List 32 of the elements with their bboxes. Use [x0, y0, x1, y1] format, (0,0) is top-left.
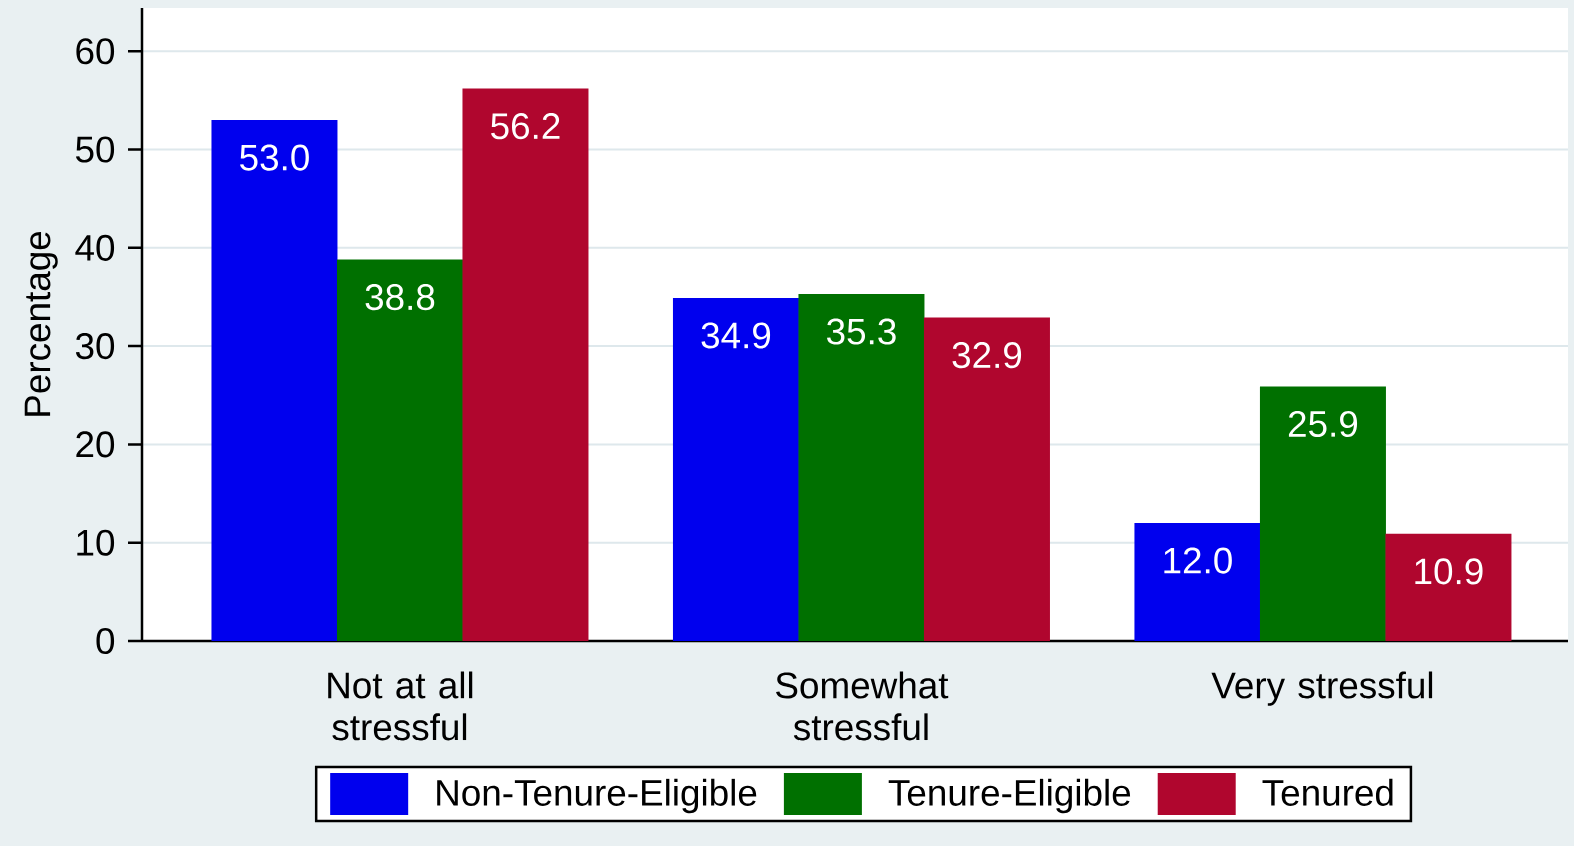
data-label: 32.9: [952, 342, 1022, 369]
legend-label: Non-Tenure-Eligible: [437, 778, 757, 814]
y-tick-label: 60: [76, 38, 115, 65]
x-tick-label: Somewhat stressful: [776, 671, 949, 741]
y-tick-label: 10: [77, 529, 115, 556]
data-label: 10.9: [1415, 558, 1483, 585]
bar: [1385, 533, 1512, 641]
bar: [1134, 523, 1261, 641]
x-tick-label: Not at all stressful: [328, 671, 473, 741]
bar: [923, 317, 1050, 641]
bar: [336, 259, 463, 641]
y-tick-label: 20: [76, 431, 115, 458]
bar: [672, 297, 799, 641]
y-tick-label: 0: [96, 627, 115, 655]
data-label: 35.3: [826, 318, 896, 345]
legend-label: Tenure-Eligible: [888, 778, 1131, 814]
data-label: 38.8: [365, 284, 435, 311]
data-label: 25.9: [1288, 410, 1358, 437]
data-label: 53.0: [240, 144, 309, 171]
bar: [211, 120, 338, 641]
y-tick-label: 50: [75, 136, 115, 163]
data-label: 56.2: [491, 113, 560, 140]
y-axis-title: Percentage: [24, 231, 58, 416]
legend-label: Tenured: [1262, 778, 1393, 806]
x-tick-label: Very stressful: [1211, 671, 1433, 706]
bar: [462, 88, 589, 641]
data-label: 34.9: [701, 322, 771, 349]
y-tick-label: 30: [75, 333, 115, 360]
bar: [798, 294, 925, 641]
bar: [1259, 386, 1386, 641]
data-label: 12.0: [1164, 547, 1232, 574]
y-tick-label: 40: [75, 234, 115, 261]
